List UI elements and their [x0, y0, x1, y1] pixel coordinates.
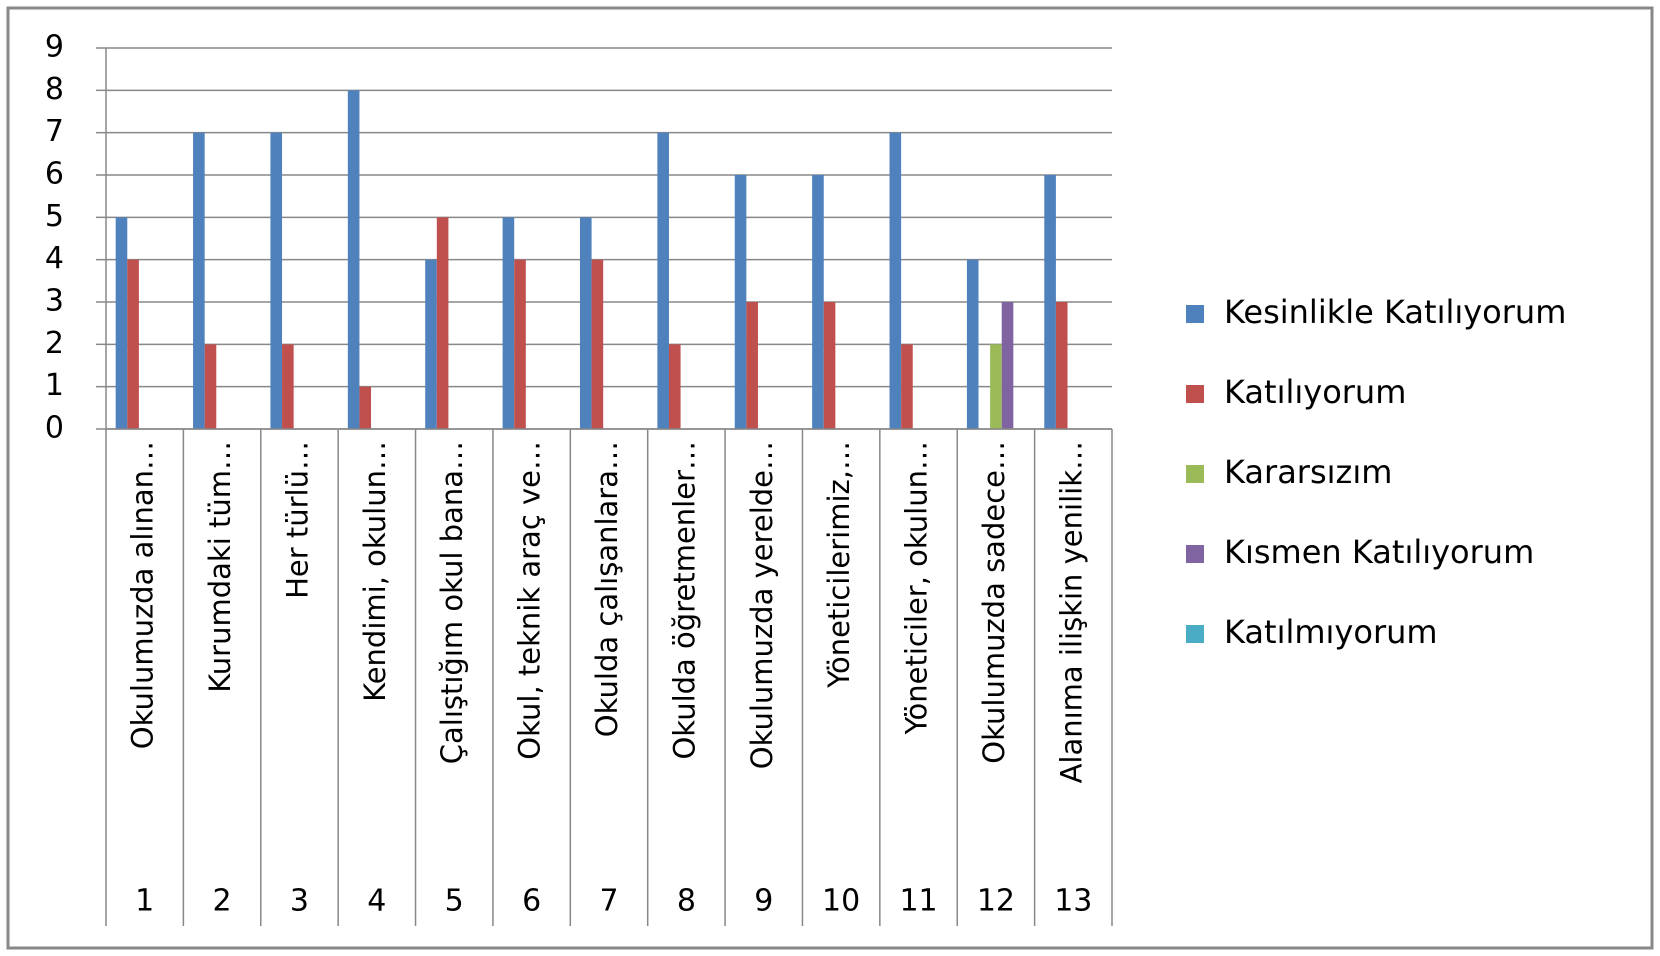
- group-label: 7: [599, 884, 618, 919]
- x-tick-label: Okulumuzda yerelde…: [745, 441, 779, 769]
- bar: [347, 90, 360, 429]
- legend-label: Katılmıyorum: [1224, 613, 1438, 651]
- bar: [282, 344, 294, 429]
- group-label: 13: [1054, 884, 1092, 919]
- x-tick-label: Okul, teknik araç ve…: [513, 441, 547, 760]
- x-tick-label: Yöneticilerimiz,…: [822, 441, 856, 689]
- bar: [1055, 302, 1068, 429]
- bar: [579, 217, 592, 429]
- y-tick-label: 5: [45, 199, 64, 234]
- bar: [359, 386, 372, 429]
- bar: [502, 217, 515, 429]
- bar: [746, 302, 758, 429]
- y-tick-label: 8: [45, 72, 64, 107]
- x-tick-label: Okulda öğretmenler…: [667, 441, 701, 760]
- legend-label: Kısmen Katılıyorum: [1224, 533, 1534, 571]
- group-label: 11: [899, 884, 937, 919]
- bar: [1001, 302, 1014, 429]
- legend-swatch: [1186, 465, 1204, 483]
- group-label: 8: [677, 884, 696, 919]
- bar: [436, 217, 449, 429]
- legend-swatch: [1186, 305, 1204, 323]
- bar: [127, 259, 139, 429]
- legend-swatch: [1186, 545, 1204, 563]
- bar: [591, 259, 604, 429]
- bar: [966, 259, 979, 429]
- y-tick-label: 9: [45, 30, 64, 65]
- y-tick-label: 2: [45, 326, 64, 361]
- group-label: 12: [977, 884, 1015, 919]
- x-tick-label: Okulumuzda alınan…: [126, 441, 160, 749]
- group-label: 1: [135, 884, 154, 919]
- bar: [193, 132, 205, 429]
- group-label: 5: [445, 884, 464, 919]
- bar: [812, 175, 824, 429]
- group-label: 2: [213, 884, 232, 919]
- bar: [514, 259, 526, 429]
- legend-label: Katılıyorum: [1224, 373, 1406, 411]
- bar: [734, 175, 747, 429]
- legend-swatch: [1186, 385, 1204, 403]
- x-tick-label: Okulda çalışanlara…: [590, 441, 624, 737]
- bar: [1044, 175, 1056, 429]
- bar: [889, 132, 902, 429]
- bar: [204, 344, 217, 429]
- group-label: 6: [522, 884, 541, 919]
- y-tick-label: 4: [45, 241, 64, 276]
- y-tick-label: 0: [45, 411, 64, 446]
- bar: [270, 132, 283, 429]
- bar: [901, 344, 913, 429]
- x-tick-label: Alanıma ilişkin yenilik…: [1054, 441, 1088, 783]
- y-tick-label: 1: [45, 368, 64, 403]
- group-label: 10: [822, 884, 860, 919]
- legend-label: Kararsızım: [1224, 453, 1392, 491]
- x-tick-label: Çalıştığım okul bana…: [435, 441, 469, 764]
- x-tick-label: Kurumdaki tüm…: [203, 441, 237, 693]
- y-tick-label: 7: [45, 114, 64, 149]
- group-label: 9: [754, 884, 773, 919]
- group-label: 4: [367, 884, 386, 919]
- group-label: 3: [290, 884, 309, 919]
- y-tick-label: 3: [45, 284, 64, 319]
- bar: [115, 217, 128, 429]
- bar: [823, 302, 836, 429]
- legend-swatch: [1186, 625, 1204, 643]
- x-tick-label: Okulumuzda sadece…: [977, 441, 1011, 764]
- legend-label: Kesinlikle Katılıyorum: [1224, 293, 1566, 331]
- x-tick-label: Her türlü…: [280, 441, 314, 599]
- bar: [425, 259, 437, 429]
- x-tick-label: Yöneticiler, okulun…: [900, 441, 934, 735]
- x-tick-label: Kendimi, okulun…: [358, 441, 392, 702]
- y-tick-label: 6: [45, 157, 64, 192]
- bar: [657, 132, 669, 429]
- bar: [990, 344, 1002, 429]
- bar: [668, 344, 681, 429]
